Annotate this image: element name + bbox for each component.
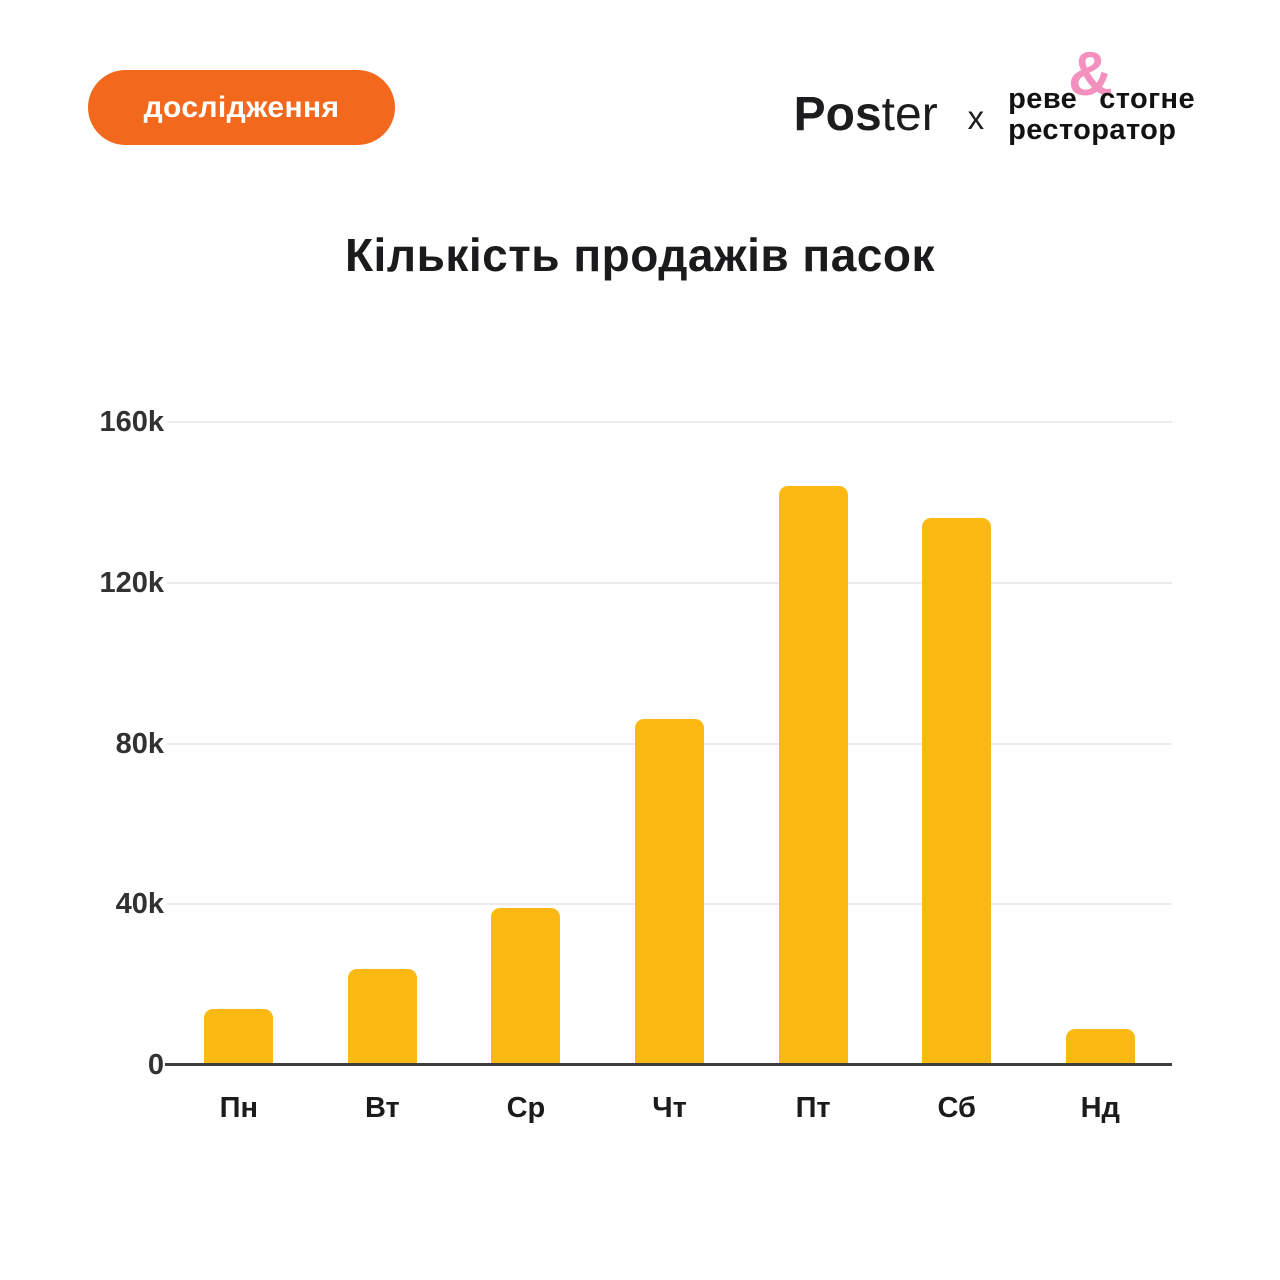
bars-container bbox=[167, 422, 1172, 1065]
poster-logo: Poster bbox=[794, 91, 938, 139]
bar-slot-Вт bbox=[311, 422, 455, 1065]
y-tick-label-160k: 160k bbox=[99, 406, 164, 438]
bar-Ср bbox=[491, 908, 561, 1065]
research-badge-label: дослідження bbox=[143, 90, 340, 124]
poster-logo-bold-part: Pos bbox=[793, 88, 882, 141]
partner-logo-line2: ресторатор bbox=[1008, 114, 1177, 146]
partner-logo: & реве стогне ресторатор bbox=[1008, 44, 1195, 146]
partner-logo-line1: реве стогне bbox=[1008, 84, 1195, 115]
partner-logo-line1-left: реве bbox=[1008, 83, 1078, 115]
x-tick-label-Пн: Пн bbox=[219, 1092, 258, 1124]
poster-logo-light-part: ter bbox=[881, 88, 938, 141]
x-axis-labels: Пн Вт Ср Чт Пт Сб Нд bbox=[167, 1092, 1172, 1125]
bar-Чт bbox=[635, 719, 705, 1065]
partner-logo-line1-right: стогне bbox=[1099, 83, 1195, 115]
bar-Пн bbox=[204, 1008, 274, 1065]
bar-slot-Пн bbox=[167, 422, 311, 1065]
x-tick-label-Вт: Вт bbox=[364, 1092, 400, 1124]
x-axis-line bbox=[165, 1063, 1172, 1066]
ampersand-accent: & bbox=[1068, 40, 1114, 109]
x-tick-label-Сб: Сб bbox=[937, 1092, 976, 1124]
y-tick-label-40k: 40k bbox=[115, 888, 164, 921]
x-tick-label-Пт: Пт bbox=[795, 1092, 831, 1124]
y-tick-label-80k: 80k bbox=[115, 727, 164, 760]
chart-title: Кількість продажів пасок bbox=[344, 229, 935, 281]
bar-slot-Ср bbox=[454, 422, 598, 1065]
x-tick-label-Ср: Ср bbox=[506, 1092, 546, 1124]
gridline-160k bbox=[167, 421, 1172, 423]
y-tick-label-120k: 120k bbox=[99, 566, 164, 599]
x-tick-label-Чт: Чт bbox=[652, 1092, 687, 1124]
y-tick-label-0: 0 bbox=[147, 1049, 164, 1081]
bar-Пт bbox=[778, 486, 848, 1065]
plot-area bbox=[165, 421, 1172, 1066]
bar-slot-Нд bbox=[1028, 422, 1172, 1065]
bar-slot-Чт bbox=[598, 422, 742, 1065]
bar-Сб bbox=[922, 518, 992, 1065]
gridline-120k bbox=[167, 581, 1172, 584]
y-axis-labels: 160k 120k 80k 40k 0 bbox=[88, 406, 164, 1081]
bar-slot-Пт bbox=[741, 422, 885, 1065]
bar-Нд bbox=[1065, 1028, 1135, 1065]
x-tick-label-Нд: Нд bbox=[1080, 1092, 1120, 1124]
logo-row: Poster x & реве стогне ресторатор bbox=[794, 44, 1195, 146]
bar-Вт bbox=[347, 968, 417, 1065]
collab-x-separator: x bbox=[967, 98, 985, 136]
bar-slot-Сб bbox=[885, 422, 1029, 1065]
partner-logo-gap bbox=[1077, 84, 1099, 115]
research-badge: дослідження bbox=[88, 70, 395, 145]
